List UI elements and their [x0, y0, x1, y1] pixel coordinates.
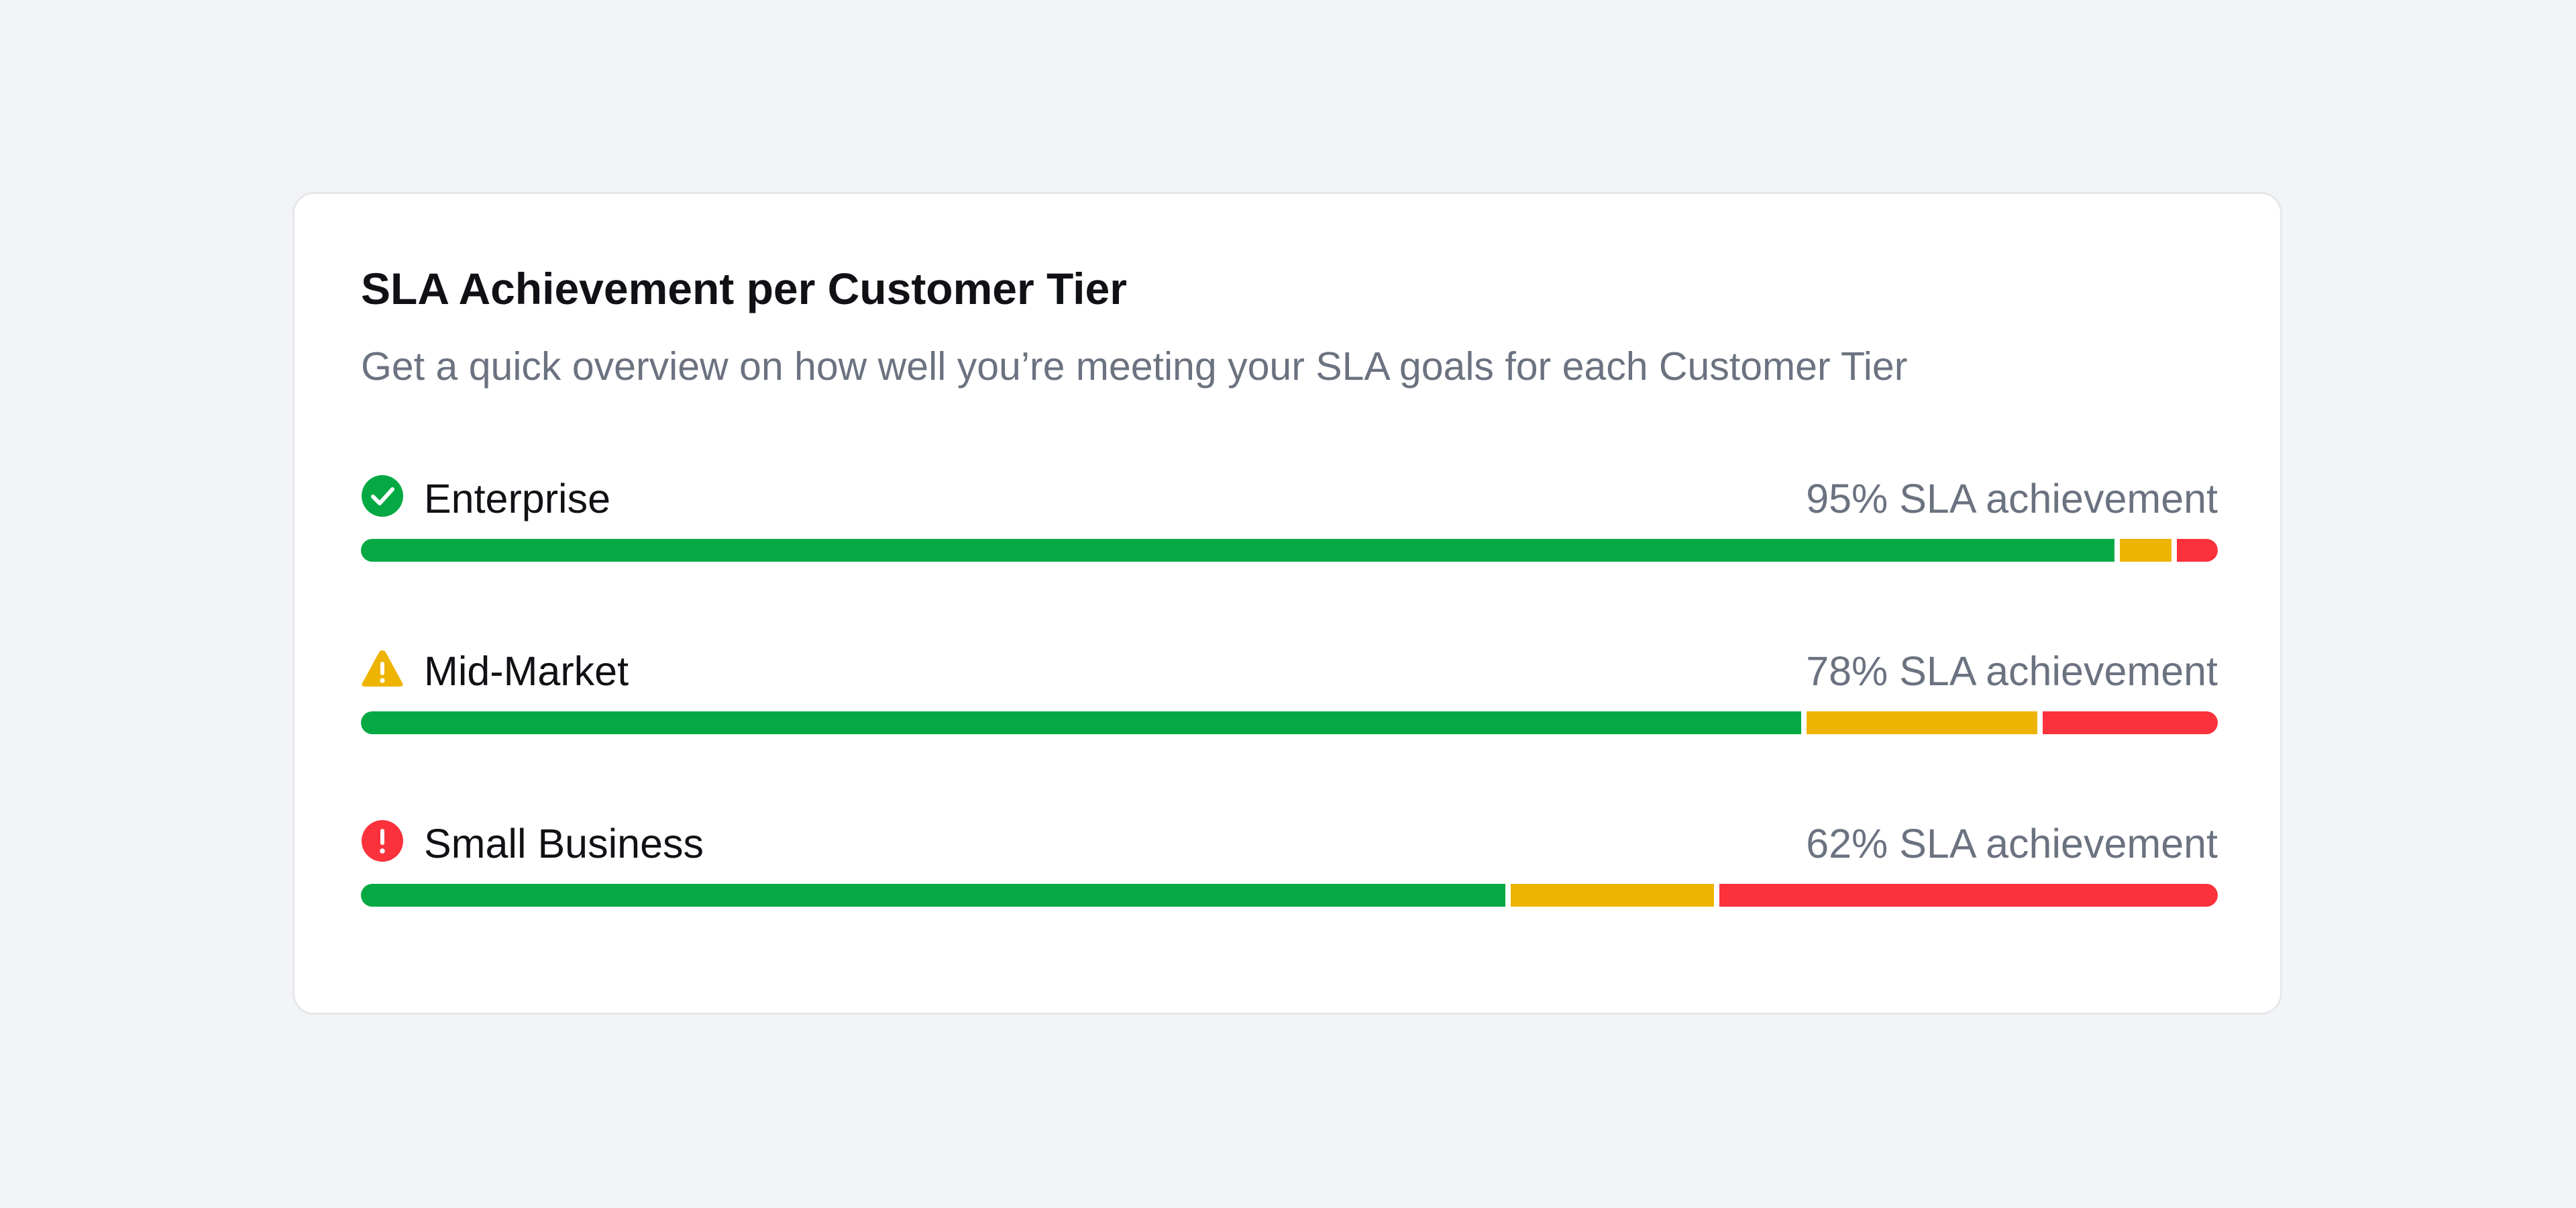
tier-achievement: 62% SLA achievement: [1806, 821, 2218, 866]
tier-achievement: 78% SLA achievement: [1806, 648, 2218, 694]
tier-row-mid-market: Mid-Market 78% SLA achievement: [361, 643, 2218, 737]
alert-circle-icon: [361, 819, 404, 862]
at-risk-segment: [1806, 711, 2037, 734]
breached-segment: [1719, 884, 2218, 907]
sla-bar: [361, 711, 2218, 734]
warning-triangle-icon: [361, 647, 404, 690]
breached-segment: [2177, 539, 2218, 562]
sla-bar: [361, 539, 2218, 562]
tier-achievement: 95% SLA achievement: [1806, 476, 2218, 521]
met-segment: [361, 884, 1506, 907]
at-risk-segment: [2120, 539, 2172, 562]
tier-name: Mid-Market: [424, 648, 629, 694]
breached-segment: [2042, 711, 2218, 734]
sla-card: SLA Achievement per Customer Tier Get a …: [292, 192, 2282, 1015]
tier-row-enterprise: Enterprise 95% SLA achievement: [361, 470, 2218, 564]
met-segment: [361, 539, 2115, 562]
tier-row-small-business: Small Business 62% SLA achievement: [361, 815, 2218, 909]
tier-name: Small Business: [424, 821, 704, 866]
tier-name: Enterprise: [424, 476, 611, 521]
at-risk-segment: [1511, 884, 1714, 907]
sla-bar: [361, 884, 2218, 907]
card-subtitle: Get a quick overview on how well you’re …: [361, 344, 1908, 389]
check-circle-icon: [361, 474, 404, 517]
met-segment: [361, 711, 1801, 734]
card-title: SLA Achievement per Customer Tier: [361, 264, 1127, 313]
